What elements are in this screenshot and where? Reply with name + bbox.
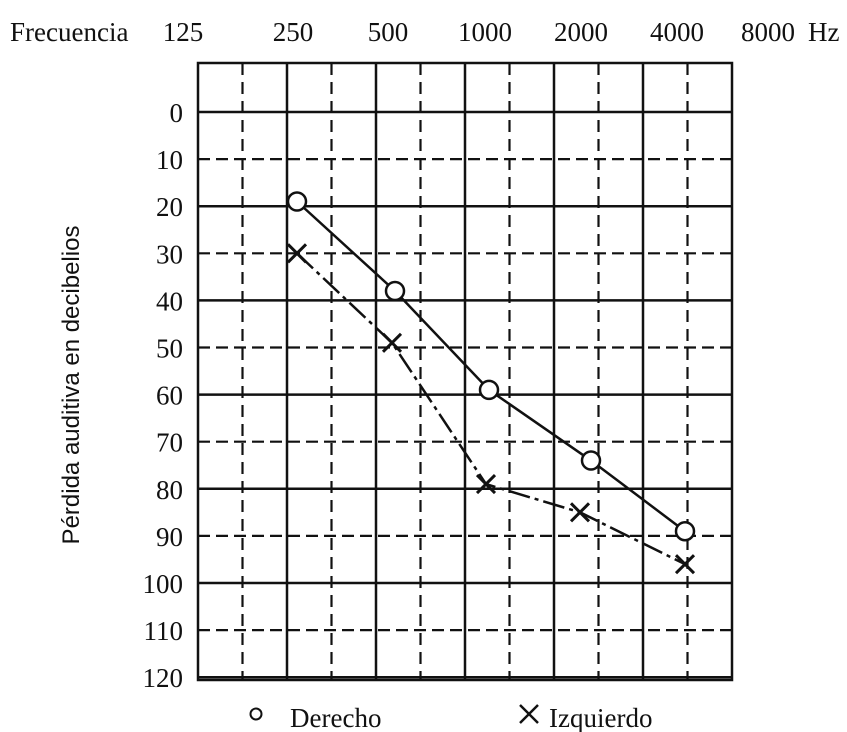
y-tick-label: 120: [143, 663, 184, 693]
y-tick-label: 30: [156, 239, 183, 269]
y-tick-label: 20: [156, 192, 183, 222]
data-point-cross: [475, 474, 497, 495]
series-layer: [286, 191, 696, 575]
legend-label-izquierdo: Izquierdo: [549, 703, 652, 732]
series-izquierdo: [286, 243, 696, 575]
y-tick-label: 50: [156, 334, 183, 364]
y-tick-label: 10: [156, 145, 183, 175]
y-tick-labels: 0 10 20 30 40 50 60 70 80 90 100 110 120: [143, 98, 184, 693]
x-tick-label: 8000: [741, 17, 795, 47]
series-line: [296, 200, 686, 533]
x-tick-label: 500: [368, 17, 409, 47]
y-tick-label: 70: [156, 428, 183, 458]
y-tick-label: 60: [156, 381, 183, 411]
x-tick-labels: 125 250 500 1000 2000 4000 8000: [163, 17, 795, 47]
x-axis-label: Frecuencia: [10, 17, 128, 47]
legend: Derecho Izquierdo: [249, 703, 652, 732]
x-tick-label: 4000: [650, 17, 704, 47]
data-point-cross: [569, 502, 591, 523]
grid: [196, 61, 734, 682]
y-tick-label: 80: [156, 475, 183, 505]
legend-circle-marker: [249, 707, 263, 721]
data-point-cross: [381, 332, 403, 353]
y-axis-title: Pérdida auditiva en decibelios: [58, 226, 85, 545]
x-tick-label: 2000: [554, 17, 608, 47]
legend-label-derecho: Derecho: [290, 703, 381, 732]
x-tick-label: 250: [273, 17, 314, 47]
data-point-circle: [286, 191, 308, 212]
data-point-circle: [674, 520, 696, 542]
x-tick-label: 1000: [458, 17, 512, 47]
data-point-cross: [286, 243, 308, 264]
data-point-circle: [384, 280, 406, 302]
y-tick-label: 0: [170, 98, 184, 128]
legend-cross-marker: [519, 704, 539, 724]
data-point-cross: [674, 554, 696, 575]
series-derecho: [286, 191, 696, 542]
y-tick-label: 100: [143, 569, 184, 599]
y-tick-label: 40: [156, 286, 183, 316]
x-unit-label: Hz: [808, 17, 839, 47]
data-point-circle: [580, 450, 602, 471]
y-tick-label: 90: [156, 522, 183, 552]
y-tick-label: 110: [144, 616, 184, 646]
x-tick-label: 125: [163, 17, 204, 47]
data-point-circle: [478, 379, 500, 401]
